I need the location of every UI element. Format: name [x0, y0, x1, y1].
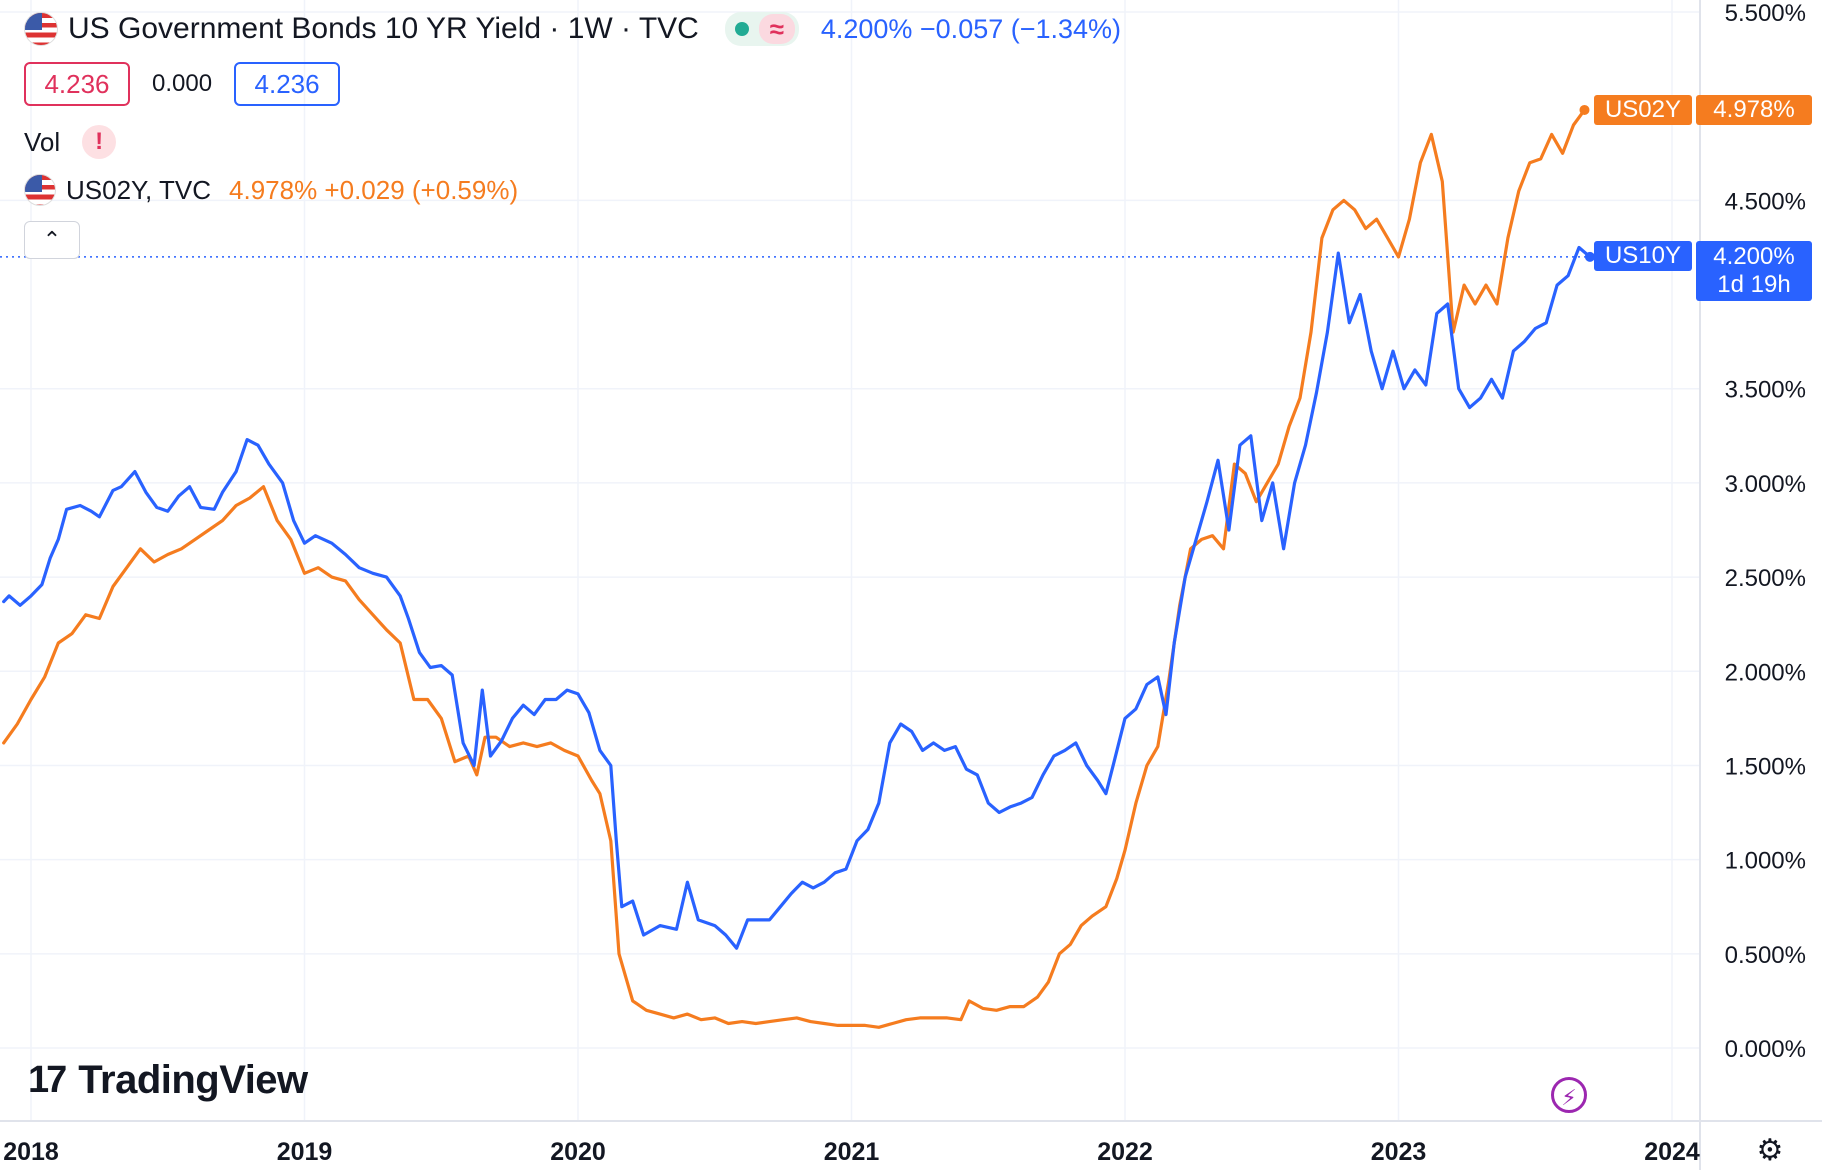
us02y-name-badge: US02Y — [1594, 95, 1692, 125]
y-tick-label: 0.500% — [1725, 942, 1806, 969]
y-tick-label: 2.500% — [1725, 565, 1806, 592]
series-endpoint-us02y — [1579, 104, 1590, 115]
main-quote: 4.200% −0.057 (−1.34%) — [820, 13, 1122, 44]
compare-quote: 4.978% +0.029 (+0.59%) — [229, 174, 519, 205]
tradingview-mark-icon: 17 — [28, 1059, 67, 1101]
compare-symbol[interactable]: US02Y, TVC — [66, 174, 212, 205]
buy-price-box[interactable]: 4.236 — [234, 62, 341, 106]
series-line-us02y — [2, 108, 1587, 1029]
y-tick-label: 5.500% — [1725, 0, 1806, 27]
x-tick-label: 2019 — [277, 1138, 333, 1166]
x-tick-label: 2023 — [1371, 1138, 1427, 1166]
market-status-pill[interactable]: ≈ — [724, 12, 799, 46]
series-line-us10y — [2, 245, 1592, 950]
us-flag-icon — [24, 174, 56, 206]
us10y-value: 4.200% — [1713, 243, 1795, 270]
y-tick-label: 3.000% — [1725, 471, 1806, 498]
series-endpoint-us10y — [1584, 251, 1595, 262]
symbol-title[interactable]: US Government Bonds 10 YR Yield · 1W · T… — [68, 12, 699, 45]
us10y-name-badge: US10Y — [1594, 241, 1692, 271]
us-flag-icon — [24, 12, 58, 46]
sell-price-box[interactable]: 4.236 — [24, 62, 130, 106]
lightning-icon[interactable]: ⚡ — [1551, 1077, 1587, 1113]
settings-icon[interactable]: ⚙ — [1756, 1134, 1784, 1167]
compare-row: US02Y, TVC 4.978% +0.029 (+0.59%) — [24, 174, 518, 206]
collapse-legend-button[interactable]: ⌃ — [24, 221, 80, 259]
bar-countdown: 1d 19h — [1717, 271, 1791, 298]
tradingview-wordmark: TradingView — [78, 1058, 308, 1102]
y-tick-label: 3.500% — [1725, 377, 1806, 404]
us10y-value-badge: 4.200% 1d 19h — [1696, 241, 1812, 301]
y-tick-label: 2.000% — [1725, 659, 1806, 686]
us02y-value-badge: 4.978% — [1696, 95, 1812, 125]
y-tick-label: 0.000% — [1725, 1036, 1806, 1063]
y-tick-label: 1.000% — [1725, 848, 1806, 875]
spread-value: 0.000 — [152, 70, 213, 97]
x-tick-label: 2022 — [1097, 1138, 1153, 1166]
ohlc-row: 4.236 0.000 4.236 — [24, 62, 341, 106]
x-tick-label: 2024 — [1644, 1138, 1700, 1166]
delayed-data-icon[interactable]: ≈ — [758, 14, 795, 44]
volume-row: Vol ! — [24, 125, 117, 159]
x-tick-label: 2020 — [550, 1138, 606, 1166]
warning-icon[interactable]: ! — [82, 125, 117, 159]
legend-main: US Government Bonds 10 YR Yield · 1W · T… — [24, 12, 1121, 46]
y-tick-label: 4.500% — [1725, 188, 1806, 215]
x-tick-label: 2018 — [3, 1138, 59, 1166]
volume-label[interactable]: Vol — [24, 126, 61, 157]
x-tick-label: 2021 — [824, 1138, 880, 1166]
market-open-dot-icon — [734, 22, 749, 36]
tradingview-logo[interactable]: 17 TradingView — [28, 1058, 308, 1103]
y-tick-label: 1.500% — [1725, 753, 1806, 780]
